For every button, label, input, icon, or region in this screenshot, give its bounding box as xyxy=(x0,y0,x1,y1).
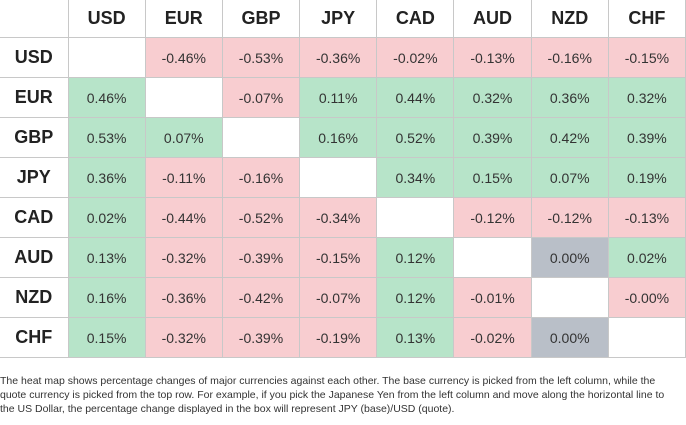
row-header: JPY xyxy=(0,157,69,198)
heat-cell: 0.02% xyxy=(607,237,686,278)
heat-cell: -0.15% xyxy=(607,37,686,78)
heat-cell: -0.19% xyxy=(299,317,378,358)
heat-cell: -0.52% xyxy=(221,197,301,238)
heat-cell: -0.15% xyxy=(299,237,378,278)
heat-cell: -0.13% xyxy=(607,197,686,238)
heat-cell: -0.39% xyxy=(221,237,301,278)
heat-cell: -0.12% xyxy=(453,197,532,238)
empty-cell xyxy=(453,237,532,278)
heat-cell: 0.13% xyxy=(376,317,455,358)
column-header: GBP xyxy=(221,0,301,38)
heat-cell: -0.12% xyxy=(530,197,609,238)
heat-cell: 0.42% xyxy=(530,117,609,158)
table-row: EUR 0.46% -0.07% 0.11% 0.44% 0.32% 0.36% 0.32% xyxy=(0,77,686,118)
column-header: CHF xyxy=(607,0,686,38)
heat-cell: -0.16% xyxy=(530,37,609,78)
table-row: AUD 0.13% -0.32% -0.39% -0.15% 0.12% 0.00% 0.02… xyxy=(0,237,686,278)
heat-cell: -0.16% xyxy=(221,157,301,198)
heat-cell: -0.42% xyxy=(221,277,301,318)
heat-cell: 0.00% xyxy=(530,317,609,358)
table-row: USD -0.46% -0.53% -0.36% -0.02% -0.13% -0.16% -… xyxy=(0,37,686,78)
heat-cell: 0.19% xyxy=(607,157,686,198)
heat-cell: -0.53% xyxy=(221,37,301,78)
heat-cell: 0.12% xyxy=(376,237,455,278)
table-row: JPY 0.36% -0.11% -0.16% 0.34% 0.15% 0.07% 0.19% xyxy=(0,157,686,198)
table-row: NZD 0.16% -0.36% -0.42% -0.07% 0.12% -0.01% -0.… xyxy=(0,277,686,318)
header-row: USD EUR GBP JPY CAD AUD NZD CHF xyxy=(0,0,686,38)
heat-cell: -0.00% xyxy=(607,277,686,318)
heat-cell: -0.13% xyxy=(453,37,532,78)
heat-cell: 0.36% xyxy=(530,77,609,118)
column-header: JPY xyxy=(299,0,378,38)
heat-cell: 0.07% xyxy=(144,117,223,158)
heat-cell: 0.36% xyxy=(67,157,146,198)
heat-cell: 0.13% xyxy=(67,237,146,278)
column-header: USD xyxy=(67,0,146,38)
heat-cell: 0.16% xyxy=(299,117,378,158)
heat-cell: 0.00% xyxy=(530,237,609,278)
column-header: CAD xyxy=(376,0,455,38)
heat-cell: -0.11% xyxy=(144,157,223,198)
empty-cell xyxy=(530,277,609,318)
heat-cell: -0.32% xyxy=(144,237,223,278)
column-header: EUR xyxy=(144,0,223,38)
heat-cell: -0.36% xyxy=(299,37,378,78)
heat-cell: 0.32% xyxy=(607,77,686,118)
row-header: EUR xyxy=(0,77,69,118)
heat-cell: 0.44% xyxy=(376,77,455,118)
empty-cell xyxy=(144,77,223,118)
table-row: CAD 0.02% -0.44% -0.52% -0.34% -0.12% -0.12% -0… xyxy=(0,197,686,238)
heat-cell: 0.12% xyxy=(376,277,455,318)
heat-cell: 0.39% xyxy=(607,117,686,158)
heat-cell: 0.15% xyxy=(453,157,532,198)
heat-cell: -0.44% xyxy=(144,197,223,238)
row-header: GBP xyxy=(0,117,69,158)
heat-map-table: USD EUR GBP JPY CAD AUD NZD CHF USD -0.46% -0.53%… xyxy=(0,0,686,358)
row-header: CAD xyxy=(0,197,69,238)
heat-cell: -0.01% xyxy=(453,277,532,318)
heat-cell: 0.02% xyxy=(67,197,146,238)
heat-cell: 0.15% xyxy=(67,317,146,358)
heat-cell: -0.07% xyxy=(299,277,378,318)
heat-cell: 0.52% xyxy=(376,117,455,158)
corner-cell xyxy=(0,0,69,38)
heat-cell: -0.36% xyxy=(144,277,223,318)
heat-cell: 0.32% xyxy=(453,77,532,118)
heat-cell: -0.34% xyxy=(299,197,378,238)
heat-cell: -0.02% xyxy=(376,37,455,78)
heat-cell: -0.02% xyxy=(453,317,532,358)
footer-note: The heat map shows percentage changes of… xyxy=(0,375,665,415)
empty-cell xyxy=(221,117,301,158)
heat-cell: 0.07% xyxy=(530,157,609,198)
heat-cell: 0.46% xyxy=(67,77,146,118)
heat-cell: -0.46% xyxy=(144,37,223,78)
column-header: AUD xyxy=(453,0,532,38)
empty-cell xyxy=(376,197,455,238)
heat-cell: -0.39% xyxy=(221,317,301,358)
heat-cell: 0.39% xyxy=(453,117,532,158)
row-header: USD xyxy=(0,37,69,78)
row-header: NZD xyxy=(0,277,69,318)
heat-cell: -0.32% xyxy=(144,317,223,358)
table-row: CHF 0.15% -0.32% -0.39% -0.19% 0.13% -0.02% 0.0… xyxy=(0,317,686,358)
heat-cell: 0.34% xyxy=(376,157,455,198)
heat-cell: -0.07% xyxy=(221,77,301,118)
heat-cell: 0.11% xyxy=(299,77,378,118)
empty-cell xyxy=(67,37,146,78)
empty-cell xyxy=(299,157,378,198)
table-row: GBP 0.53% 0.07% 0.16% 0.52% 0.39% 0.42% 0.39% xyxy=(0,117,686,158)
row-header: CHF xyxy=(0,317,69,358)
row-header: AUD xyxy=(0,237,69,278)
empty-cell xyxy=(607,317,686,358)
heat-cell: 0.53% xyxy=(67,117,146,158)
column-header: NZD xyxy=(530,0,609,38)
heat-cell: 0.16% xyxy=(67,277,146,318)
